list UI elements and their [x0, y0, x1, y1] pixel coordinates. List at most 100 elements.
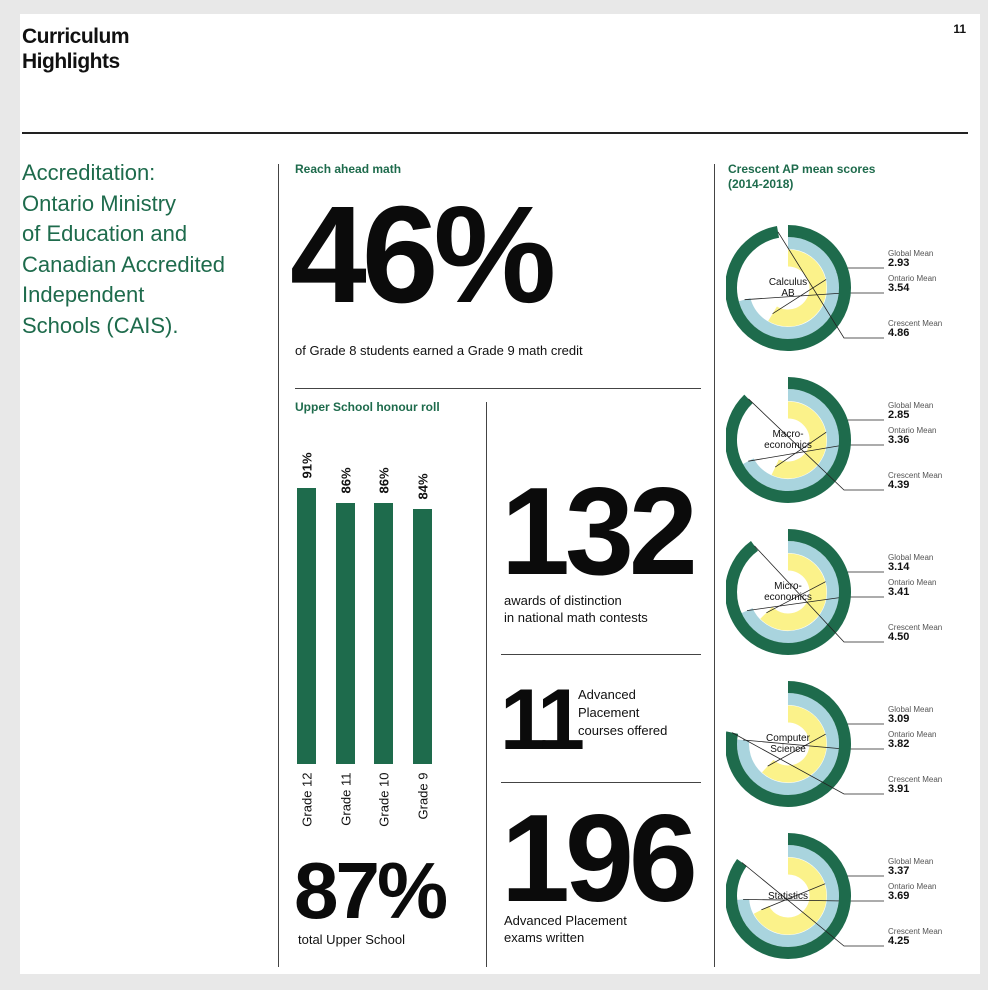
ap-courses-caption-line: Placement: [578, 705, 640, 720]
ap-score-radial-svg: [726, 833, 884, 959]
column-divider: [486, 402, 487, 967]
ap-score-series-label: Crescent Mean: [888, 775, 943, 784]
reach-ahead-label: Reach ahead math: [295, 162, 402, 176]
ap-scores-label: Crescent AP mean scores (2014-2018): [728, 162, 875, 192]
section-divider: [501, 654, 701, 655]
ap-score-arc-global: [762, 705, 827, 783]
ap-course-name-line: Macro-: [772, 429, 804, 440]
ap-score-value: 4.39: [888, 479, 910, 491]
ap-course-name: Calculus AB: [758, 277, 818, 299]
accreditation-line: Ontario Ministry: [22, 190, 177, 216]
ap-score-series-label: Global Mean: [888, 249, 934, 258]
ap-score-series-label: Ontario Mean: [888, 274, 937, 283]
ap-score-series-label: Crescent Mean: [888, 471, 943, 480]
ap-score-arc-crescent: [726, 225, 851, 351]
ap-score-arc-global: [753, 857, 827, 935]
ap-score-arc-ontario: [738, 237, 839, 339]
ap-score-leader-line: [754, 545, 884, 643]
ap-score-value: 3.91: [888, 783, 910, 795]
ap-score-chart: Computer Science Global Mean 3.09 Ontario Me…: [726, 666, 976, 826]
honour-roll-grade-label: Grade 12: [299, 772, 315, 827]
ap-score-series-label: Ontario Mean: [888, 426, 937, 435]
ap-course-name: Micro-economics: [758, 581, 818, 603]
honour-roll-bar: [335, 503, 355, 764]
title-line-1: Curriculum: [22, 25, 130, 48]
accreditation-line: Independent: [22, 282, 145, 307]
awards-caption-line: awards of distinction: [504, 593, 622, 608]
ap-score-series-label: Global Mean: [888, 705, 934, 714]
ap-course-name: Computer Science: [758, 733, 818, 755]
honour-roll-bar: [374, 503, 393, 764]
section-divider: [501, 782, 701, 783]
ap-course-name: Statistics: [758, 891, 818, 902]
ap-course-name-line: Science: [770, 744, 806, 755]
ap-courses-caption-line: Advanced: [578, 687, 636, 702]
ap-score-arc-global: [768, 249, 827, 327]
ap-score-leader-line: [777, 231, 884, 339]
ap-score-arc-ontario: [737, 845, 839, 947]
ap-scores-label-line: Crescent AP mean scores: [728, 162, 876, 176]
ap-score-arc-ontario: [741, 541, 839, 643]
page-title: Curriculum Highlights: [22, 24, 130, 74]
accreditation-line: Canadian Accredited: [22, 251, 226, 277]
awards-caption-line: in national math contests: [504, 610, 648, 625]
accreditation-line: Accreditation:: [22, 160, 156, 185]
ap-exams-caption-line: Advanced Placement: [504, 913, 627, 928]
ap-course-name-line: Statistics: [767, 890, 808, 902]
ap-score-chart: Calculus AB Global Mean 2.93 Ontario Mean 3.5…: [726, 210, 976, 370]
honour-roll-bar-value: 86%: [376, 467, 392, 494]
ap-courses-caption: Advanced Placement courses offered: [578, 686, 667, 740]
honour-roll-bar-value: 86%: [338, 467, 353, 494]
document-page: Curriculum Highlights 11 Accreditation: …: [20, 14, 980, 974]
ap-score-value: 4.25: [888, 935, 910, 947]
ap-score-series-label: Ontario Mean: [888, 730, 937, 739]
ap-score-arc-global: [771, 401, 827, 479]
ap-course-name: Macro-economics: [758, 429, 818, 451]
ap-score-value: 3.09: [888, 713, 910, 725]
ap-score-value: 3.14: [888, 561, 910, 573]
ap-courses-caption-line: courses offered: [578, 723, 668, 738]
ap-score-radial-svg: [726, 529, 884, 655]
ap-score-arc-crescent: [726, 833, 851, 959]
ap-score-arc-crescent: [726, 681, 851, 807]
ap-score-value: 3.82: [888, 738, 910, 750]
honour-roll-bar: [412, 509, 432, 764]
accreditation-line: of Education and: [22, 221, 188, 246]
ap-score-value: 2.93: [888, 257, 910, 269]
page-number: 11: [953, 22, 966, 36]
honour-roll-total-caption: total Upper School: [298, 932, 405, 947]
ap-score-series-label: Global Mean: [888, 401, 934, 410]
ap-score-value: 4.86: [888, 327, 910, 339]
column-divider: [278, 164, 279, 967]
ap-course-name-line: Micro-: [774, 581, 802, 592]
ap-score-chart: Micro-economics Global Mean 3.14 Ontario Me…: [726, 514, 976, 674]
honour-roll-label: Upper School honour roll: [295, 400, 440, 414]
ap-score-series-label: Global Mean: [888, 857, 934, 866]
ap-score-radial-svg: [726, 681, 884, 807]
ap-score-value: 3.41: [888, 586, 910, 598]
ap-score-radial-svg: [726, 225, 884, 351]
ap-score-radial-svg: [726, 377, 884, 503]
honour-roll-bar-value: 84%: [415, 473, 430, 500]
accreditation-text: Accreditation: Ontario Ministry of Educa…: [22, 158, 272, 341]
honour-roll-bar: [297, 488, 316, 764]
ap-exams-caption-line: exams written: [504, 930, 585, 945]
ap-course-name-line: economics: [764, 592, 812, 603]
honour-roll-grade-label: Grade 11: [338, 772, 353, 826]
honour-roll-grade-label: Grade 10: [376, 772, 392, 827]
ap-exams-value: 196: [501, 790, 698, 928]
ap-course-name-line: Calculus: [768, 277, 808, 288]
ap-score-value: 4.50: [888, 631, 910, 643]
header-divider: [22, 132, 968, 134]
section-divider: [295, 388, 701, 389]
ap-course-name-line: Computer: [766, 733, 810, 744]
ap-exams-caption: Advanced Placement exams written: [504, 912, 627, 946]
ap-score-chart: Macro-economics Global Mean 2.85 Ontario Me…: [726, 362, 976, 522]
ap-score-arc-crescent: [726, 377, 851, 503]
ap-courses-value: 11: [500, 672, 585, 768]
ap-score-value: 3.37: [888, 865, 910, 877]
awards-caption: awards of distinction in national math c…: [504, 592, 648, 626]
column-divider: [714, 164, 715, 967]
ap-score-series-label: Ontario Mean: [888, 578, 937, 587]
ap-score-series-label: Crescent Mean: [888, 927, 943, 936]
